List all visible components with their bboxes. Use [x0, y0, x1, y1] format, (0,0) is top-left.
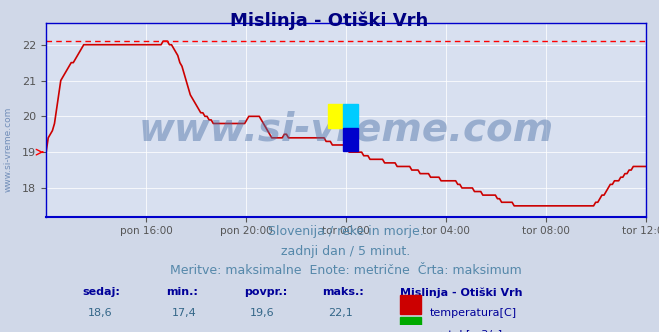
Text: Mislinja - Otiški Vrh: Mislinja - Otiški Vrh: [231, 12, 428, 30]
Text: sedaj:: sedaj:: [82, 287, 120, 297]
Text: zadnji dan / 5 minut.: zadnji dan / 5 minut.: [281, 245, 411, 258]
Text: www.si-vreme.com: www.si-vreme.com: [138, 111, 554, 149]
Text: min.:: min.:: [166, 287, 198, 297]
Text: 17,4: 17,4: [172, 308, 197, 318]
Text: -nan: -nan: [328, 330, 353, 332]
Text: temperatura[C]: temperatura[C]: [430, 308, 517, 318]
Text: Meritve: maksimalne  Enote: metrične  Črta: maksimum: Meritve: maksimalne Enote: metrične Črta…: [170, 265, 522, 278]
FancyBboxPatch shape: [343, 127, 358, 151]
Text: pretok[m3/s]: pretok[m3/s]: [430, 330, 502, 332]
Text: 22,1: 22,1: [328, 308, 353, 318]
FancyBboxPatch shape: [400, 295, 421, 314]
FancyBboxPatch shape: [328, 105, 343, 127]
Text: Mislinja - Otiški Vrh: Mislinja - Otiški Vrh: [400, 287, 523, 298]
Text: 19,6: 19,6: [250, 308, 275, 318]
Text: www.si-vreme.com: www.si-vreme.com: [3, 107, 13, 192]
Text: -nan: -nan: [172, 330, 197, 332]
Text: -nan: -nan: [88, 330, 113, 332]
FancyBboxPatch shape: [343, 105, 358, 127]
Text: -nan: -nan: [250, 330, 275, 332]
Text: maks.:: maks.:: [322, 287, 364, 297]
Text: povpr.:: povpr.:: [244, 287, 287, 297]
Text: 18,6: 18,6: [88, 308, 113, 318]
Text: Slovenija / reke in morje.: Slovenija / reke in morje.: [268, 225, 424, 238]
FancyBboxPatch shape: [400, 317, 421, 332]
